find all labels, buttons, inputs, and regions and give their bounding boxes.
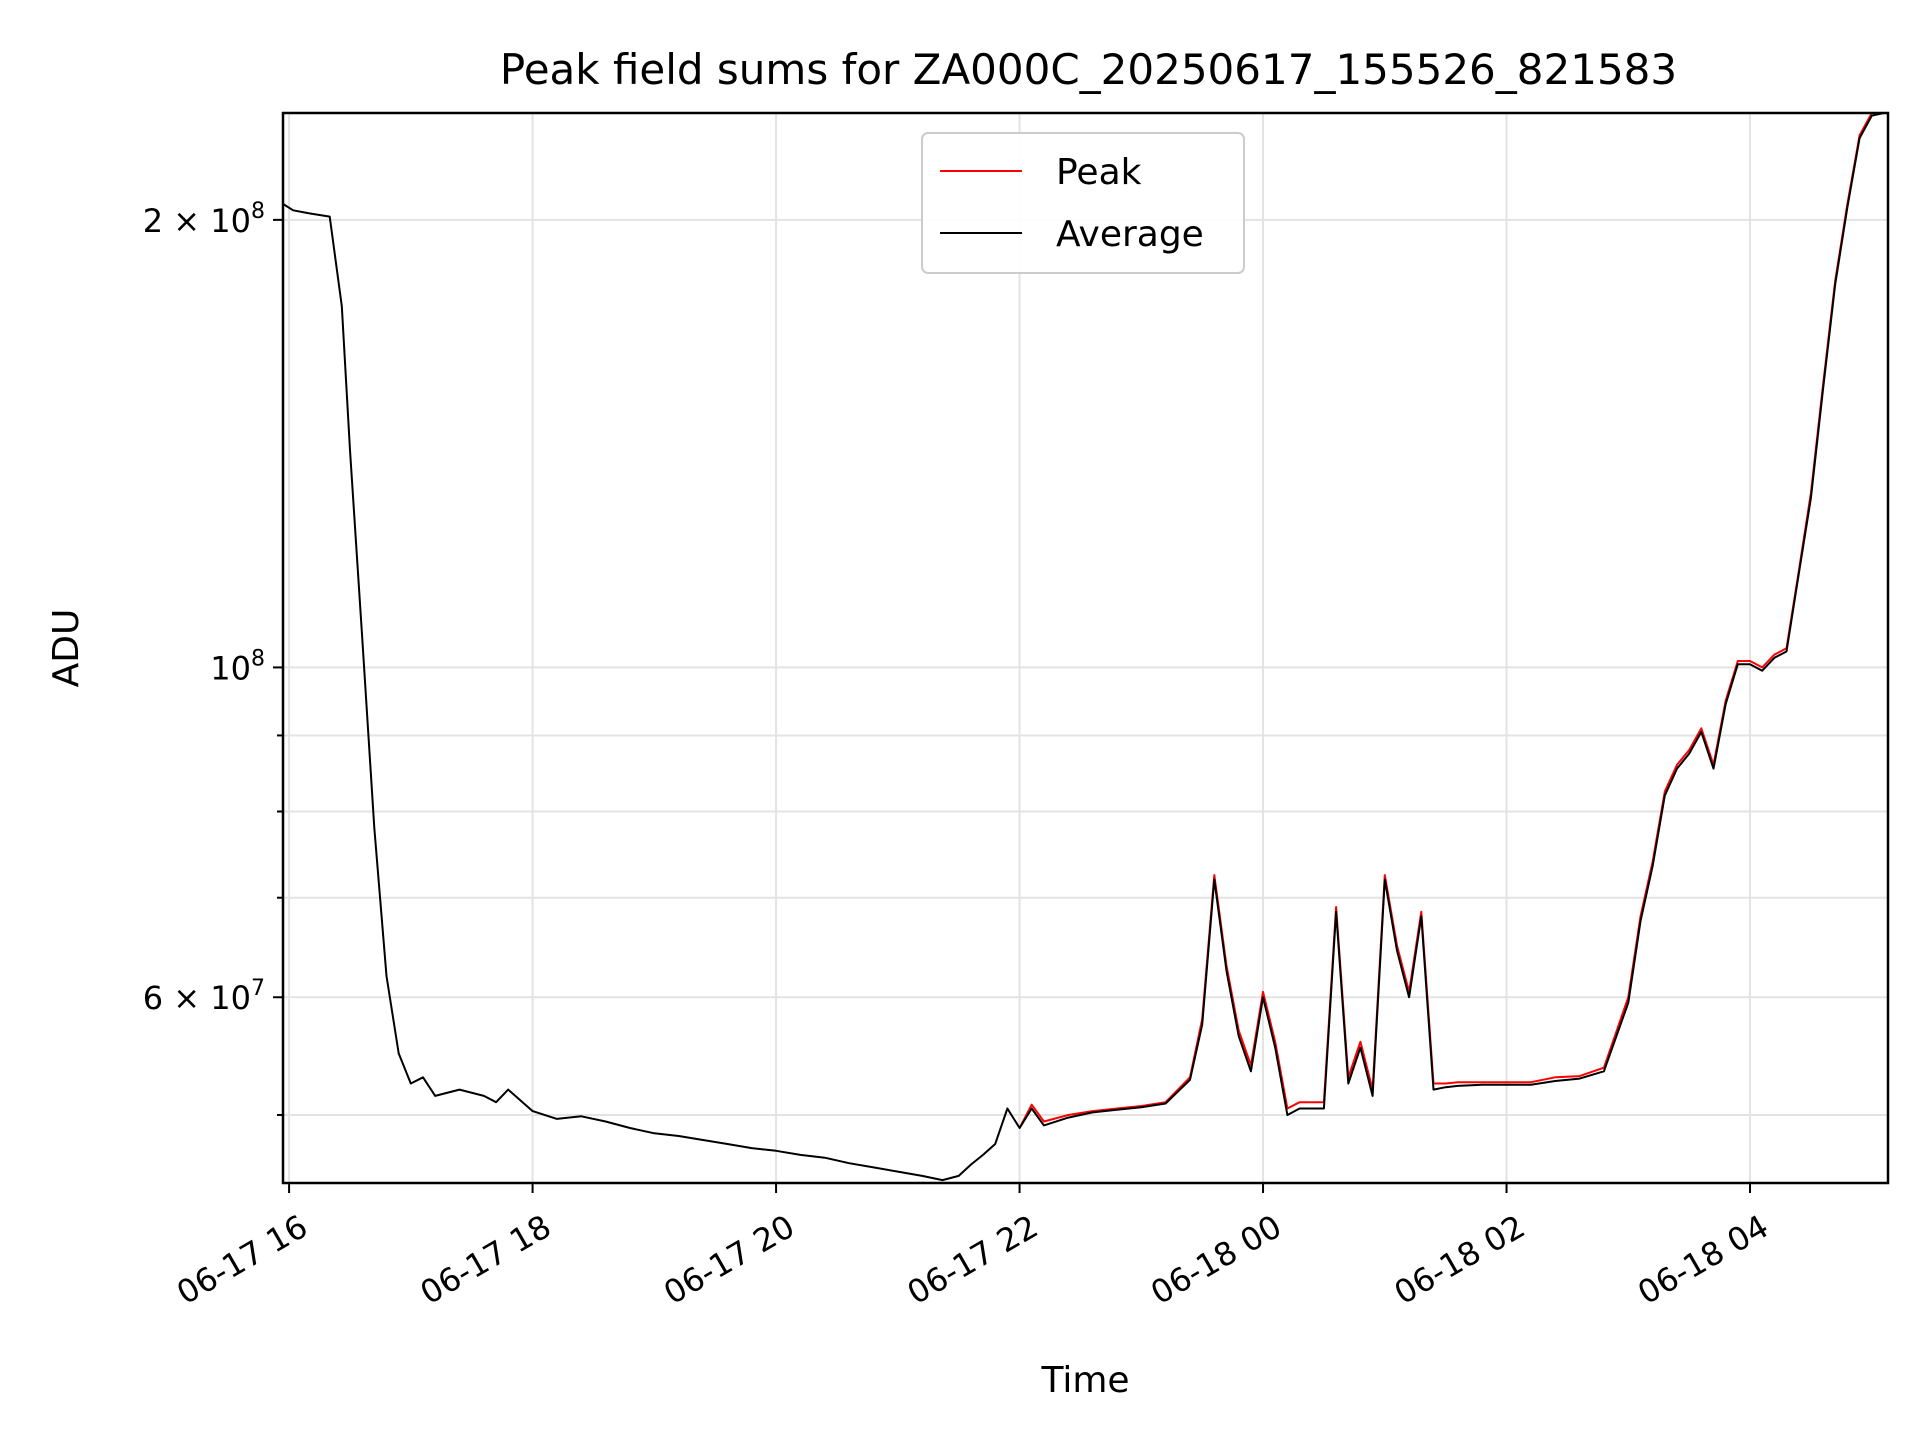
tick-layer: 06-17 16 06-17 18 06-17 20 06-17 22 06-18 00… xyxy=(143,199,1775,1312)
x-tick-label: 06-18 02 xyxy=(1388,1207,1532,1312)
x-tick-label: 06-18 04 xyxy=(1631,1207,1775,1312)
y-tick-mantissa: 2 × 10 xyxy=(143,202,251,240)
y-tick-exponent: 7 xyxy=(251,976,265,1001)
legend: Peak Average xyxy=(921,132,1245,274)
y-tick-label: 6 × 107 xyxy=(143,976,265,1017)
x-tick-label: 06-17 22 xyxy=(901,1207,1045,1312)
legend-box xyxy=(921,132,1245,274)
grid-layer xyxy=(283,113,1888,1183)
y-axis-label: ADU xyxy=(46,609,87,688)
series-line-average xyxy=(282,112,1885,1182)
x-axis-label: Time xyxy=(1040,1360,1129,1401)
legend-label-average: Average xyxy=(1056,214,1204,255)
y-tick-label: 108 xyxy=(210,646,265,687)
y-tick-mantissa: 6 × 10 xyxy=(143,979,251,1017)
y-tick-label: 2 × 108 xyxy=(143,199,265,240)
x-tick-label: 06-18 00 xyxy=(1144,1207,1288,1312)
x-tick-label: 06-17 18 xyxy=(414,1207,558,1312)
chart-title: Peak field sums for ZA000C_20250617_1555… xyxy=(500,45,1677,94)
y-tick-base: 10 xyxy=(210,649,251,687)
x-tick-label: 06-17 16 xyxy=(170,1207,314,1312)
series-layer xyxy=(282,112,1885,1182)
plot-area-frame xyxy=(281,111,1890,1185)
x-tick-label: 06-17 20 xyxy=(657,1207,801,1312)
legend-label-peak: Peak xyxy=(1056,152,1142,193)
y-tick-exponent: 8 xyxy=(251,646,265,671)
y-tick-exponent: 8 xyxy=(251,199,265,224)
